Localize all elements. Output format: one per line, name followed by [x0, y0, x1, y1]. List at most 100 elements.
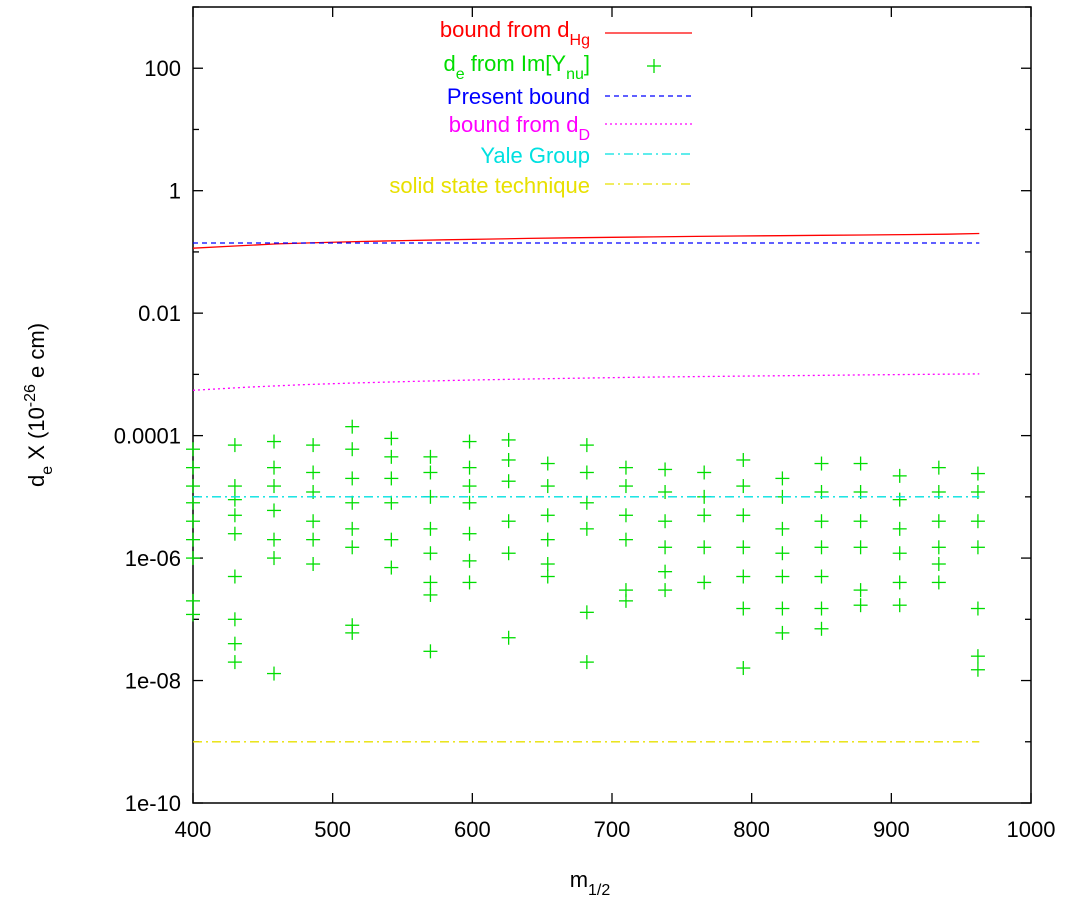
point-7-4 — [462, 526, 477, 541]
legend-label-dhg: bound from dHg — [440, 17, 590, 49]
point-0-4 — [186, 514, 200, 529]
point-3-0 — [306, 438, 321, 453]
point-9-1 — [540, 479, 555, 494]
point-3-3 — [306, 514, 321, 529]
point-0-3 — [186, 495, 200, 510]
point-16-5 — [814, 601, 829, 616]
point-14-0 — [736, 452, 751, 467]
point-1-4 — [227, 526, 242, 541]
legend-label-present: Present bound — [447, 84, 590, 109]
point-20-6 — [970, 662, 985, 677]
point-7-3 — [462, 495, 477, 510]
point-10-4 — [579, 605, 594, 620]
point-11-2 — [618, 508, 633, 523]
x-tick-label-1: 500 — [314, 817, 351, 842]
point-8-2 — [501, 474, 516, 489]
point-8-3 — [501, 514, 516, 529]
point-6-3 — [423, 521, 438, 536]
point-5-4 — [384, 532, 399, 547]
point-17-4 — [853, 583, 868, 598]
point-19-3 — [931, 540, 946, 555]
y-axis-title: de X (10-26 e cm) — [22, 323, 56, 487]
point-11-1 — [618, 479, 633, 494]
legend-samples — [605, 32, 692, 185]
plot-area-border — [192, 6, 1032, 804]
point-0-6 — [186, 551, 200, 566]
point-9-2 — [540, 508, 555, 523]
point-1-0 — [227, 438, 242, 453]
point-0-7 — [186, 593, 200, 608]
point-15-0 — [775, 471, 790, 486]
point-10-0 — [579, 438, 594, 453]
point-13-3 — [697, 540, 712, 555]
point-10-1 — [579, 465, 594, 480]
point-7-6 — [462, 575, 477, 590]
point-1-3 — [227, 508, 242, 523]
point-8-0 — [501, 432, 516, 447]
point-14-3 — [736, 540, 751, 555]
legend-label-dd: bound from dD — [449, 112, 590, 144]
x-axis-title: m1/2 — [570, 867, 611, 899]
point-3-5 — [306, 557, 321, 572]
point-16-3 — [814, 540, 829, 555]
point-4-7 — [345, 625, 360, 640]
series-layer — [186, 232, 985, 743]
series-dd — [192, 373, 980, 391]
point-15-2 — [775, 521, 790, 536]
point-0-5 — [186, 532, 200, 547]
point-19-0 — [931, 460, 946, 475]
point-12-5 — [658, 583, 673, 598]
point-13-4 — [697, 575, 712, 590]
legend-sample-points — [647, 59, 661, 73]
legend-label-yale: Yale Group — [480, 143, 590, 168]
point-5-0 — [384, 431, 399, 446]
y-tick-label-6: 100 — [144, 56, 181, 81]
point-15-5 — [775, 601, 790, 616]
x-tick-labels: 400 500 600 700 800 900 1000 — [175, 817, 1056, 842]
point-13-2 — [697, 508, 712, 523]
point-8-4 — [501, 546, 516, 561]
point-0-1 — [186, 460, 200, 475]
y-tick-label-4: 0.01 — [138, 301, 181, 326]
point-16-4 — [814, 569, 829, 584]
point-8-1 — [501, 452, 516, 467]
point-2-6 — [267, 666, 282, 681]
point-7-1 — [462, 460, 477, 475]
point-1-2 — [227, 492, 242, 507]
point-11-0 — [618, 460, 633, 475]
point-3-4 — [306, 532, 321, 547]
point-7-0 — [462, 434, 477, 449]
point-15-6 — [775, 625, 790, 640]
point-4-2 — [345, 471, 360, 486]
series-points — [186, 419, 985, 681]
point-16-6 — [814, 621, 829, 636]
point-2-3 — [267, 503, 282, 518]
point-17-2 — [853, 514, 868, 529]
x-tick-label-2: 600 — [454, 817, 491, 842]
point-20-3 — [970, 540, 985, 555]
point-1-1 — [227, 479, 242, 494]
point-5-1 — [384, 449, 399, 464]
point-10-2 — [579, 495, 594, 510]
y-tick-label-5: 1 — [169, 179, 181, 204]
point-12-1 — [658, 484, 673, 499]
point-6-1 — [423, 465, 438, 480]
point-15-4 — [775, 569, 790, 584]
point-6-0 — [423, 449, 438, 464]
point-9-0 — [540, 456, 555, 471]
point-13-0 — [697, 465, 712, 480]
point-10-3 — [579, 521, 594, 536]
x-tick-label-6: 1000 — [1007, 817, 1056, 842]
point-16-0 — [814, 456, 829, 471]
point-1-7 — [227, 636, 242, 651]
point-8-5 — [501, 630, 516, 645]
point-9-4 — [540, 557, 555, 572]
point-14-1 — [736, 479, 751, 494]
point-2-1 — [267, 460, 282, 475]
point-19-2 — [931, 514, 946, 529]
point-6-5 — [423, 575, 438, 590]
x-tick-label-3: 700 — [594, 817, 631, 842]
point-12-2 — [658, 514, 673, 529]
y-tick-label-3: 0.0001 — [114, 424, 181, 449]
